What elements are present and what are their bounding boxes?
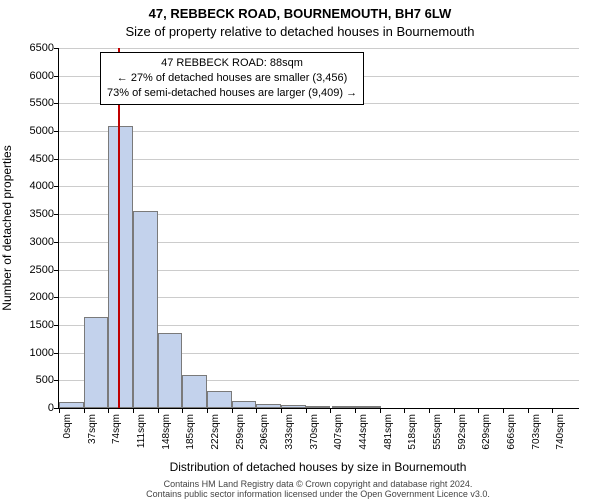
y-tick-label: 2500 <box>14 264 54 276</box>
y-tick <box>54 76 59 77</box>
x-tick-label: 444sqm <box>358 414 369 464</box>
x-tick-label: 703sqm <box>531 414 542 464</box>
y-tick <box>54 353 59 354</box>
y-tick-label: 5500 <box>14 97 54 109</box>
x-tick <box>404 408 405 413</box>
y-tick <box>54 214 59 215</box>
histogram-bar <box>158 333 183 408</box>
histogram-bar <box>356 406 381 408</box>
chart-subtitle: Size of property relative to detached ho… <box>0 24 600 39</box>
x-tick <box>306 408 307 413</box>
y-tick-label: 6000 <box>14 70 54 82</box>
x-tick-label: 555sqm <box>432 414 443 464</box>
y-tick-label: 2000 <box>14 291 54 303</box>
annotation-line2: ← 27% of detached houses are smaller (3,… <box>107 71 357 86</box>
y-tick <box>54 159 59 160</box>
x-tick-label: 37sqm <box>87 414 98 464</box>
y-tick-label: 0 <box>14 402 54 414</box>
x-tick <box>552 408 553 413</box>
histogram-bar <box>182 375 207 408</box>
x-tick <box>355 408 356 413</box>
chart-container: 47, REBBECK ROAD, BOURNEMOUTH, BH7 6LW S… <box>0 0 600 500</box>
y-tick-label: 500 <box>14 374 54 386</box>
histogram-bar <box>281 405 306 408</box>
x-tick <box>478 408 479 413</box>
x-tick <box>256 408 257 413</box>
x-tick <box>380 408 381 413</box>
chart-title-address: 47, REBBECK ROAD, BOURNEMOUTH, BH7 6LW <box>0 6 600 21</box>
x-tick-label: 333sqm <box>284 414 295 464</box>
annotation-box: 47 REBBECK ROAD: 88sqm ← 27% of detached… <box>100 52 364 105</box>
histogram-bar <box>59 402 84 408</box>
y-tick-label: 3500 <box>14 208 54 220</box>
y-axis-label: Number of detached properties <box>0 48 14 408</box>
y-tick <box>54 325 59 326</box>
x-tick <box>232 408 233 413</box>
histogram-bar <box>232 401 257 408</box>
x-tick-label: 185sqm <box>185 414 196 464</box>
histogram-bar <box>108 126 133 408</box>
x-tick-label: 296sqm <box>259 414 270 464</box>
histogram-bar <box>332 406 357 408</box>
histogram-bar <box>207 391 232 408</box>
histogram-bar <box>133 211 158 408</box>
x-tick-label: 74sqm <box>111 414 122 464</box>
x-tick-label: 259sqm <box>235 414 246 464</box>
gridline <box>59 186 579 187</box>
footer-attribution: Contains HM Land Registry data © Crown c… <box>58 480 578 500</box>
y-tick <box>54 297 59 298</box>
y-tick <box>54 48 59 49</box>
gridline <box>59 48 579 49</box>
y-tick <box>54 380 59 381</box>
gridline <box>59 159 579 160</box>
histogram-bar <box>84 317 109 408</box>
histogram-bar <box>256 404 281 408</box>
x-tick <box>207 408 208 413</box>
gridline <box>59 131 579 132</box>
x-tick <box>429 408 430 413</box>
x-tick-label: 370sqm <box>309 414 320 464</box>
x-tick-label: 407sqm <box>333 414 344 464</box>
x-tick-label: 148sqm <box>161 414 172 464</box>
y-tick-label: 5000 <box>14 125 54 137</box>
histogram-bar <box>306 406 331 408</box>
x-tick <box>133 408 134 413</box>
x-tick <box>182 408 183 413</box>
x-tick-label: 666sqm <box>506 414 517 464</box>
x-tick <box>158 408 159 413</box>
x-tick <box>330 408 331 413</box>
x-tick <box>84 408 85 413</box>
y-tick-label: 6500 <box>14 42 54 54</box>
x-tick <box>108 408 109 413</box>
x-tick <box>528 408 529 413</box>
y-tick-label: 4000 <box>14 180 54 192</box>
y-tick <box>54 270 59 271</box>
x-tick-label: 518sqm <box>407 414 418 464</box>
footer-line2: Contains public sector information licen… <box>58 490 578 500</box>
x-tick-label: 111sqm <box>136 414 147 464</box>
y-tick <box>54 103 59 104</box>
y-tick <box>54 186 59 187</box>
y-tick-label: 4500 <box>14 153 54 165</box>
x-tick-label: 592sqm <box>457 414 468 464</box>
x-tick-label: 740sqm <box>555 414 566 464</box>
x-tick <box>503 408 504 413</box>
x-tick-label: 481sqm <box>383 414 394 464</box>
x-tick <box>281 408 282 413</box>
x-tick <box>454 408 455 413</box>
x-tick-label: 0sqm <box>62 414 73 464</box>
y-tick-label: 1500 <box>14 319 54 331</box>
x-tick-label: 222sqm <box>210 414 221 464</box>
y-tick-label: 3000 <box>14 236 54 248</box>
annotation-line3: 73% of semi-detached houses are larger (… <box>107 86 357 101</box>
x-tick <box>59 408 60 413</box>
x-tick-label: 629sqm <box>481 414 492 464</box>
annotation-line1: 47 REBBECK ROAD: 88sqm <box>107 56 357 71</box>
y-tick <box>54 242 59 243</box>
y-tick <box>54 131 59 132</box>
y-tick-label: 1000 <box>14 347 54 359</box>
